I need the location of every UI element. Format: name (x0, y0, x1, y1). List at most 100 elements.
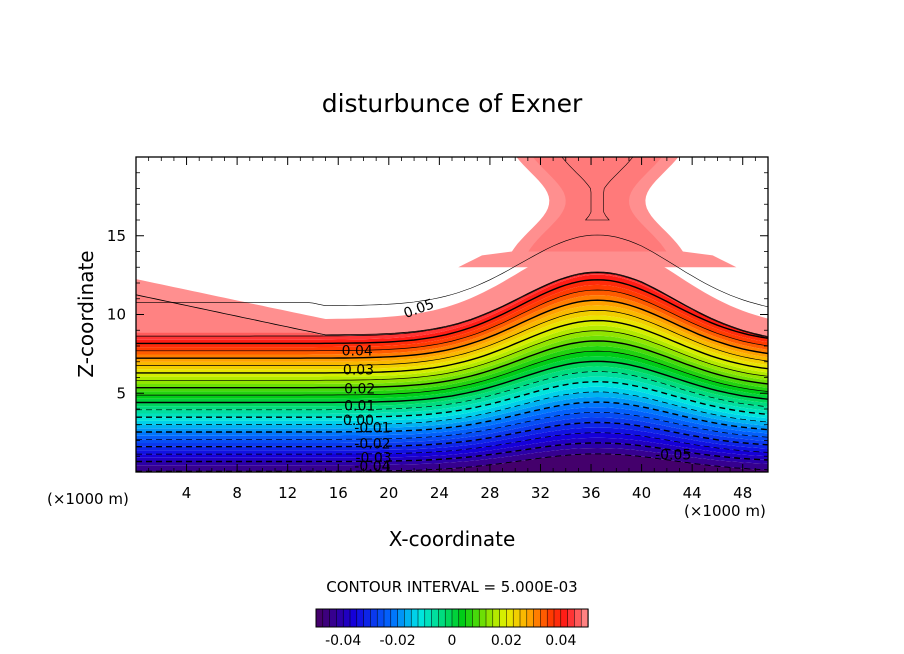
contour-band (136, 320, 768, 377)
contour-band (136, 330, 768, 384)
colorbar-cell (567, 608, 576, 628)
contour-label: 0.02 (344, 381, 375, 397)
contour-band (136, 386, 768, 425)
contour-line (136, 453, 768, 472)
x-tick-label: 32 (531, 484, 550, 502)
contour-band (136, 412, 768, 443)
contour-band (136, 272, 768, 338)
contour-line (136, 380, 768, 418)
contour-band (136, 351, 768, 399)
x-tick-label: 40 (632, 484, 651, 502)
colorbar-cell (329, 608, 338, 628)
y-axis-label: Z-coordinate (74, 250, 98, 377)
colorbar-cell (580, 608, 589, 628)
colorbar-cell (315, 608, 324, 628)
contour-line (136, 442, 768, 463)
contour-line (136, 340, 768, 389)
contour-line (136, 310, 768, 366)
contour-line (136, 319, 768, 374)
x-tick-label: 4 (182, 484, 192, 502)
colorbar-cell (424, 608, 433, 628)
colorbar-cell (540, 608, 548, 628)
colorbar-cell (574, 608, 582, 628)
contour-band (136, 407, 768, 440)
colorbar-cell (451, 608, 460, 628)
contour-band (136, 442, 768, 466)
contour-band (136, 274, 768, 344)
colorbar-cell (383, 608, 392, 628)
colorbar-cell (533, 608, 542, 628)
contour-line (136, 234, 768, 308)
x-unit-right: (×1000 m) (684, 502, 766, 520)
contour-band (136, 290, 768, 355)
colorbar-tick-labels: -0.04 -0.02 0 0.02 0.04 (325, 633, 576, 649)
contour-band (136, 366, 768, 410)
contour-line (136, 271, 768, 337)
contour-lines (136, 157, 768, 472)
colorbar-cell (512, 608, 521, 628)
contour-band (136, 295, 768, 359)
contour-line (136, 279, 768, 345)
colorbar-cell (336, 608, 344, 628)
contour-band (136, 346, 768, 396)
contour-band (136, 315, 768, 373)
contour-band (136, 325, 768, 381)
contour-fill (136, 157, 768, 472)
contour-band (136, 361, 768, 407)
contour-line (136, 432, 768, 455)
contour-line (136, 299, 768, 359)
x-tick-label: 24 (430, 484, 449, 502)
contour-label: 0.01 (344, 399, 375, 415)
colorbar-frame (315, 608, 589, 628)
contour-label: -0.01 (354, 421, 390, 437)
colorbar-cell (472, 608, 480, 628)
colorbar-cell (397, 608, 406, 628)
contour-band (136, 335, 768, 388)
colorbar-cell (485, 608, 494, 628)
colorbar-cell (546, 608, 555, 628)
x-unit-left: (×1000 m) (47, 490, 129, 508)
contour-band (136, 417, 768, 447)
colorbar-cell (560, 608, 569, 628)
saddle-core (528, 157, 667, 252)
colorbar-cell (431, 608, 440, 628)
colorbar-cell (478, 608, 487, 628)
contour-band (136, 381, 768, 421)
colorbar-tick-label: -0.02 (379, 633, 415, 649)
contour-line (136, 330, 768, 381)
x-tick-label: 28 (480, 484, 499, 502)
colorbar-cell (499, 608, 508, 628)
contour-line (136, 360, 768, 404)
contour-line (136, 350, 768, 396)
contour-line (136, 411, 768, 440)
x-tick-label: 36 (581, 484, 600, 502)
contour-band (136, 284, 768, 351)
contour-line (136, 289, 768, 352)
contour-line (136, 272, 768, 338)
contour-line (136, 421, 768, 448)
contour-label: 0.03 (343, 362, 374, 378)
x-tick-label: 48 (733, 484, 752, 502)
colorbar-cell (492, 608, 501, 628)
colorbar-cell (458, 608, 467, 628)
contour-band (136, 422, 768, 451)
colorbar-cell (342, 608, 351, 628)
contour-band (136, 376, 768, 418)
colorbar-cell (376, 608, 385, 628)
colorbar-cell (506, 608, 514, 628)
contour-band (136, 272, 768, 340)
y-tick-label: 5 (116, 384, 126, 402)
colorbar-tick-label: -0.04 (325, 633, 361, 649)
x-tick-label: 16 (329, 484, 348, 502)
colorbar-cell (363, 608, 372, 628)
colorbar-cell (390, 608, 399, 628)
colorbar-tick-label: 0.02 (491, 633, 522, 649)
y-tick-label: 15 (107, 227, 126, 245)
contour-band (136, 427, 768, 455)
colorbar-tick-label: 0.04 (545, 633, 576, 649)
contour-band (136, 397, 768, 432)
contour-label: -0.05 (655, 447, 691, 463)
x-tick-label: 20 (379, 484, 398, 502)
contour-band (136, 437, 768, 462)
